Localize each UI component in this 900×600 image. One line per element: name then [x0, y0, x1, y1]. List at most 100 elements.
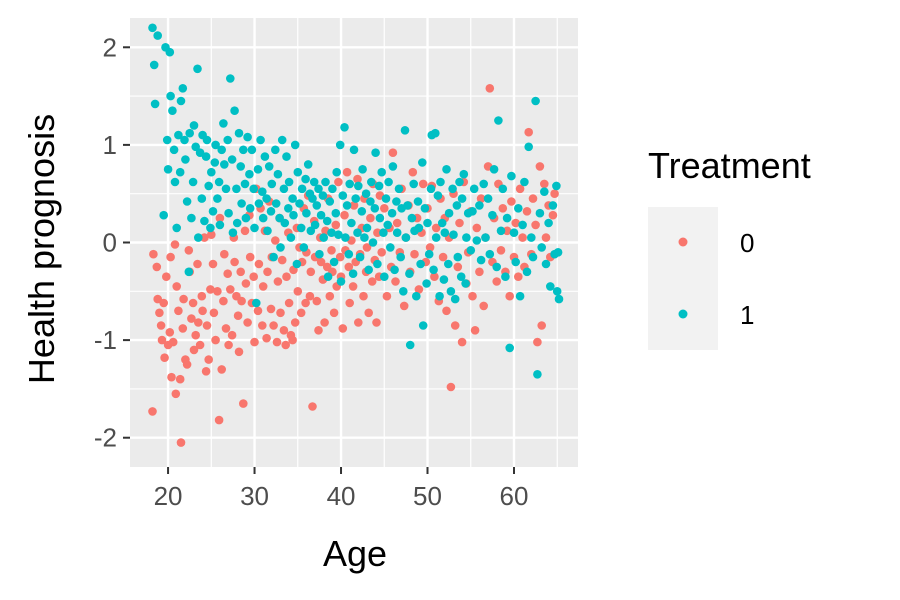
- data-point-treatment-0: [290, 318, 300, 327]
- data-point-treatment-1: [276, 243, 285, 252]
- data-point-treatment-1: [296, 223, 306, 233]
- data-point-treatment-0: [399, 301, 409, 311]
- data-point-treatment-1: [182, 197, 192, 206]
- data-point-treatment-0: [476, 194, 486, 203]
- data-point-treatment-1: [444, 259, 453, 269]
- data-point-treatment-1: [388, 162, 398, 171]
- data-point-treatment-1: [396, 252, 406, 262]
- data-point-treatment-1: [260, 152, 270, 161]
- data-point-treatment-0: [418, 179, 428, 189]
- data-point-treatment-1: [448, 184, 457, 194]
- data-point-treatment-1: [290, 140, 300, 150]
- data-point-treatment-1: [414, 223, 424, 233]
- data-point-treatment-0: [258, 282, 268, 291]
- data-point-treatment-1: [418, 321, 428, 330]
- data-point-treatment-0: [537, 321, 546, 330]
- data-point-treatment-0: [362, 243, 372, 252]
- data-point-treatment-0: [338, 324, 348, 333]
- x-axis-title: Age: [323, 533, 387, 574]
- data-point-treatment-0: [155, 308, 164, 318]
- data-point-treatment-1: [321, 177, 330, 187]
- data-point-treatment-1: [375, 213, 385, 223]
- data-point-treatment-1: [537, 243, 546, 252]
- data-point-treatment-0: [217, 365, 226, 374]
- x-axis: 20 30 40 50 60: [154, 467, 529, 511]
- data-point-treatment-1: [253, 165, 263, 174]
- data-point-treatment-0: [380, 204, 389, 213]
- x-tick-label: 60: [500, 481, 529, 511]
- data-point-treatment-0: [176, 438, 186, 447]
- x-tick-label: 50: [413, 481, 442, 511]
- data-point-treatment-1: [446, 287, 456, 296]
- data-point-treatment-0: [148, 407, 157, 416]
- data-point-treatment-1: [227, 155, 237, 164]
- data-point-treatment-0: [470, 326, 480, 335]
- data-point-treatment-1: [383, 220, 393, 230]
- data-point-treatment-0: [162, 272, 171, 282]
- data-point-treatment-0: [149, 249, 158, 259]
- data-point-treatment-1: [342, 201, 352, 210]
- data-point-treatment-0: [392, 218, 402, 228]
- data-point-treatment-1: [380, 272, 389, 282]
- data-point-treatment-0: [179, 294, 188, 304]
- data-point-treatment-1: [163, 165, 173, 174]
- data-point-treatment-0: [271, 236, 280, 245]
- data-point-treatment-0: [335, 252, 345, 262]
- data-point-treatment-1: [263, 226, 272, 236]
- data-point-treatment-1: [373, 259, 382, 269]
- data-point-treatment-1: [483, 194, 493, 203]
- data-point-treatment-1: [187, 213, 196, 223]
- data-point-treatment-0: [276, 308, 285, 318]
- data-point-treatment-0: [314, 326, 323, 335]
- data-point-treatment-1: [226, 74, 235, 83]
- data-point-treatment-0: [479, 301, 489, 311]
- data-point-treatment-0: [306, 267, 316, 277]
- data-point-treatment-1: [286, 233, 296, 242]
- data-point-treatment-1: [181, 155, 190, 164]
- data-point-treatment-1: [399, 287, 408, 296]
- data-point-treatment-0: [472, 223, 482, 233]
- data-point-treatment-0: [166, 252, 175, 262]
- data-point-treatment-0: [156, 321, 166, 330]
- data-point-treatment-1: [322, 216, 332, 226]
- data-point-treatment-0: [220, 249, 229, 259]
- data-point-treatment-0: [215, 213, 225, 223]
- data-point-treatment-0: [194, 318, 203, 327]
- data-point-treatment-1: [214, 177, 224, 187]
- data-point-treatment-1: [431, 128, 440, 138]
- data-point-treatment-1: [180, 135, 189, 145]
- data-point-treatment-0: [237, 296, 246, 306]
- data-point-treatment-1: [172, 223, 181, 233]
- data-point-treatment-1: [232, 218, 242, 228]
- y-tick-label: 1: [103, 130, 117, 160]
- y-axis: -2 -1 0 1 2: [94, 32, 130, 453]
- data-point-treatment-0: [325, 291, 335, 301]
- data-point-treatment-1: [202, 135, 212, 145]
- data-point-treatment-1: [405, 340, 415, 350]
- data-point-treatment-1: [148, 23, 157, 33]
- data-point-treatment-1: [367, 177, 376, 187]
- y-tick-label: 2: [103, 32, 117, 62]
- data-point-treatment-0: [160, 353, 169, 363]
- data-point-treatment-0: [305, 291, 315, 301]
- data-point-treatment-1: [188, 177, 198, 187]
- data-point-treatment-0: [345, 298, 355, 308]
- data-point-treatment-1: [466, 246, 476, 255]
- data-point-treatment-0: [366, 213, 375, 223]
- data-point-treatment-1: [316, 210, 326, 220]
- data-point-treatment-0: [193, 259, 202, 269]
- data-point-treatment-1: [401, 233, 411, 242]
- data-point-treatment-1: [531, 96, 540, 106]
- data-point-treatment-1: [310, 220, 320, 230]
- data-point-treatment-1: [159, 210, 168, 220]
- data-point-treatment-0: [388, 148, 398, 157]
- data-point-treatment-1: [455, 177, 464, 187]
- data-point-treatment-1: [319, 233, 329, 242]
- data-point-treatment-1: [553, 248, 563, 257]
- data-point-treatment-0: [511, 218, 520, 228]
- data-point-treatment-0: [266, 304, 276, 314]
- data-point-treatment-1: [354, 181, 363, 191]
- data-point-treatment-0: [498, 204, 508, 213]
- data-point-treatment-1: [332, 167, 342, 177]
- legend-label-0: 0: [740, 228, 754, 258]
